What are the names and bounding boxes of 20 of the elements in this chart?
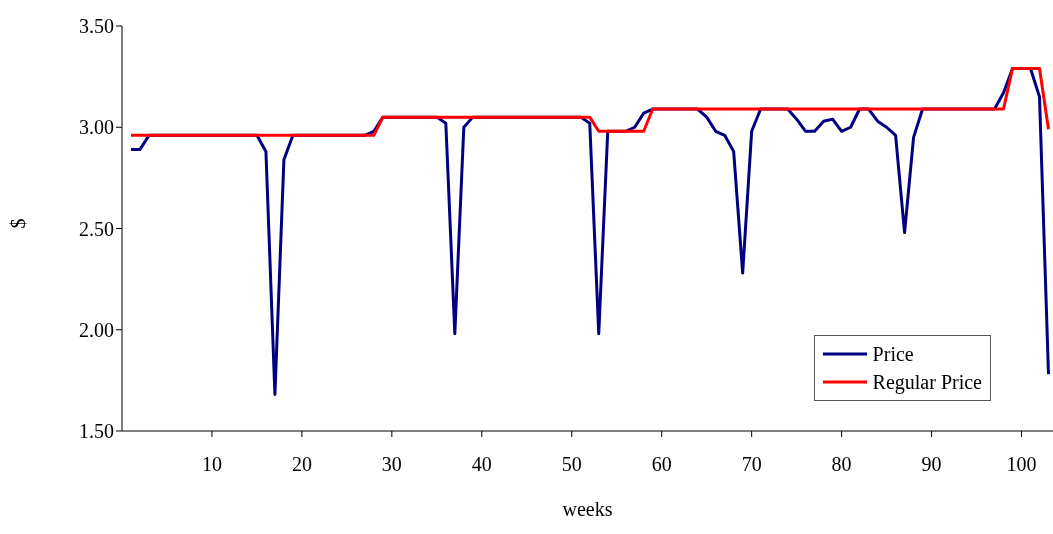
x-tick-label: 20 [291,453,312,476]
y-tick-label: 2.00 [79,318,114,341]
x-tick-label: 60 [651,453,672,476]
y-axis-title: $ [7,218,30,229]
x-tick-label: 10 [201,453,222,476]
legend-label: Regular Price [872,370,982,396]
x-tick-label: 70 [741,453,762,476]
legend-label: Price [872,342,914,367]
x-tick-label: 90 [921,453,942,476]
y-tick-label: 2.50 [79,217,114,240]
x-tick-label: 30 [381,453,402,476]
x-tick-label: 80 [831,453,852,476]
x-tick-label: 100 [1006,453,1037,476]
y-tick-label: 3.00 [79,116,114,139]
x-tick-label: 50 [561,453,582,476]
x-tick-label: 40 [471,453,492,476]
y-tick-label: 3.50 [79,15,114,38]
line-series [129,67,1050,137]
x-axis-title: weeks [562,498,613,520]
y-tick-label: 1.50 [79,420,114,443]
